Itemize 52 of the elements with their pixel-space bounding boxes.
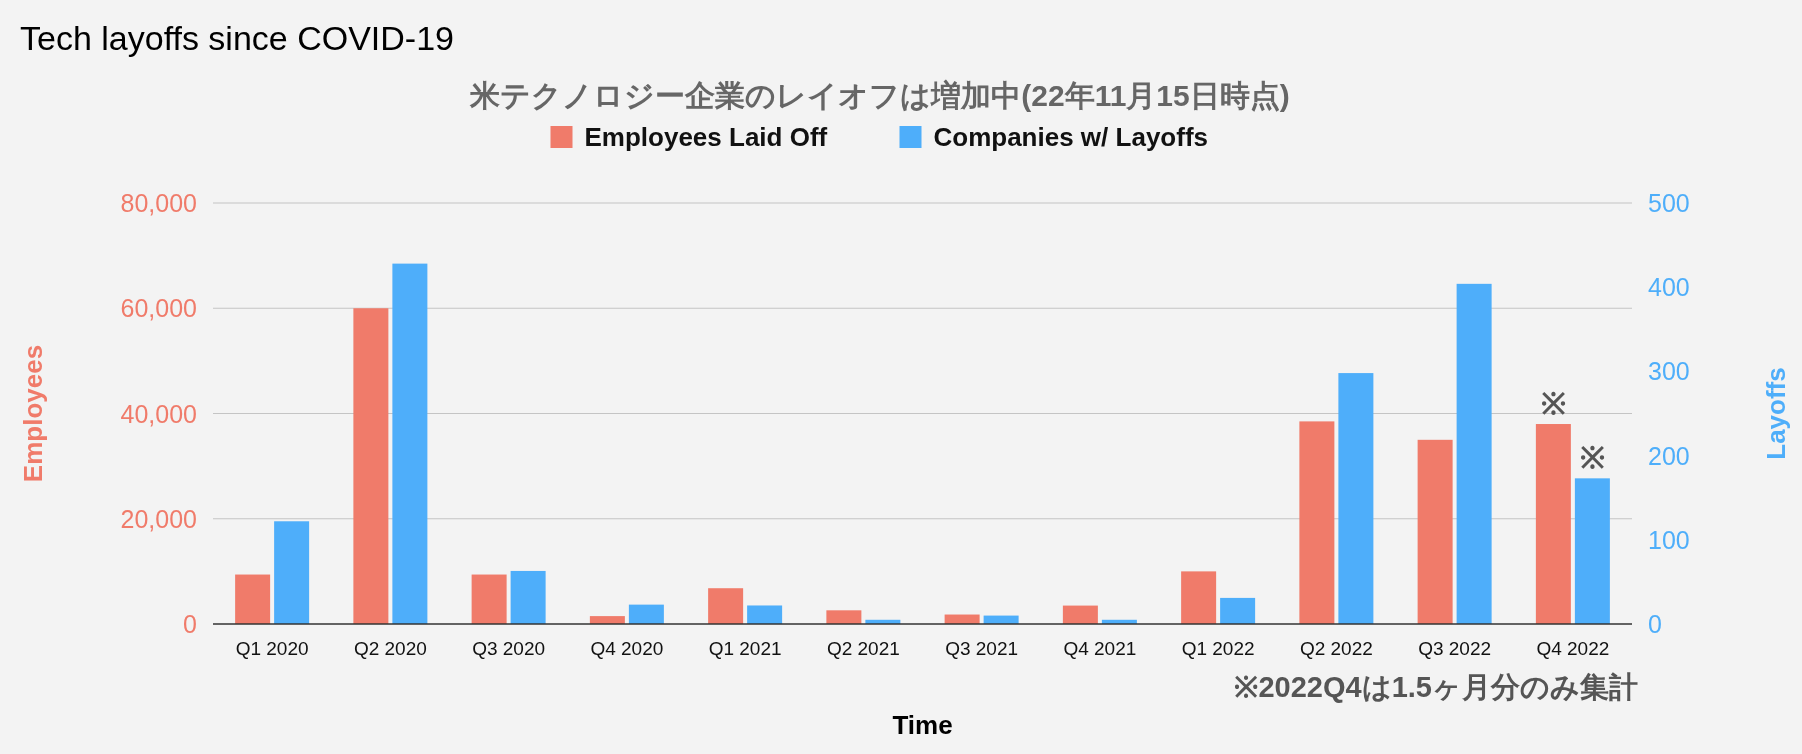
chart-title: Tech layoffs since COVID-19 [20,19,454,57]
y-tick-label: 40,000 [120,399,197,428]
y-tick-label: 60,000 [120,294,197,323]
chart-subtitle: 米テクノロジー企業のレイオフは増加中(22年11月15日時点) [469,79,1290,112]
bar [392,263,428,624]
y-tick-label: 0 [183,610,197,638]
bar [1338,373,1374,624]
x-tick-label: Q4 2022 [1536,638,1610,659]
y2-tick-label: 500 [1648,189,1690,217]
bar [708,588,744,624]
x-tick-label: Q3 2020 [472,638,546,659]
x-tick-label: Q2 2020 [353,638,427,659]
y2-tick-label: 400 [1648,273,1690,302]
bar [1220,597,1256,624]
legend-label: Companies w/ Layoffs [933,122,1208,152]
bar [510,570,546,624]
bar [471,574,507,624]
annotation: ※ [1540,387,1566,421]
x-tick-label: Q3 2022 [1418,638,1492,659]
x-tick-label: Q4 2020 [590,638,664,659]
x-tick-label: Q1 2020 [235,638,309,659]
bar [1417,439,1453,624]
x-tick-label: Q2 2021 [826,638,900,659]
bar [826,610,862,624]
y-tick-label: 80,000 [120,189,197,217]
annotation: ※ [1579,441,1605,475]
y-tick-label: 20,000 [120,504,197,533]
bar [235,574,271,624]
bar [1181,571,1217,624]
x-tick-label: Q2 2022 [1299,638,1373,659]
bar [274,521,310,624]
text: ※2022Q4は1.5ヶ月分のみ集計 [1234,671,1638,703]
bar [1299,421,1335,624]
bar [628,604,664,624]
bar [353,308,389,624]
x-tick-label: Q4 2021 [1063,638,1137,659]
x-axis-title: Time [892,710,953,740]
bar [1535,424,1571,624]
bar [1574,478,1610,624]
x-tick-label: Q1 2021 [708,638,782,659]
x-tick-label: Q3 2021 [945,638,1019,659]
bar [747,605,783,624]
y2-tick-label: 100 [1648,525,1690,554]
bar [1456,283,1492,624]
y2-tick-label: 300 [1648,357,1690,386]
y-axis-title: Employees [18,344,48,483]
y2-axis-title: Layoffs [1761,367,1791,460]
y2-tick-label: 0 [1648,610,1662,638]
legend-label: Employees Laid Off [584,122,828,152]
bar [1062,605,1098,624]
x-tick-label: Q1 2022 [1181,638,1255,659]
y2-tick-label: 200 [1648,441,1690,470]
